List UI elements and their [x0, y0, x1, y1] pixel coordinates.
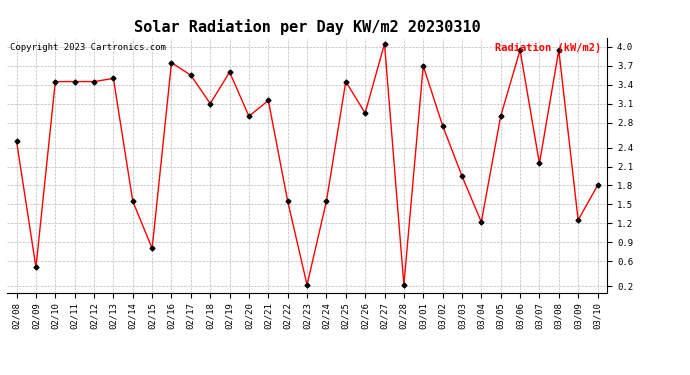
- Text: Copyright 2023 Cartronics.com: Copyright 2023 Cartronics.com: [10, 43, 166, 52]
- Text: Radiation (kW/m2): Radiation (kW/m2): [495, 43, 601, 52]
- Title: Solar Radiation per Day KW/m2 20230310: Solar Radiation per Day KW/m2 20230310: [134, 19, 480, 35]
